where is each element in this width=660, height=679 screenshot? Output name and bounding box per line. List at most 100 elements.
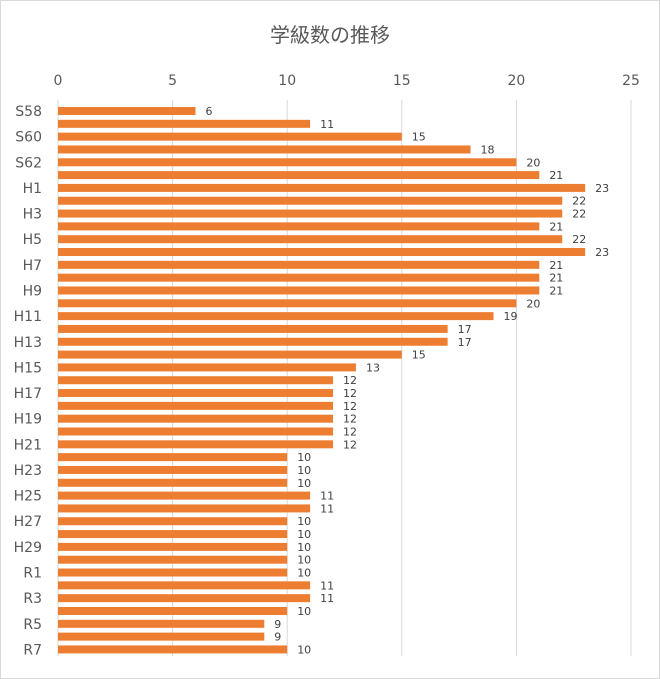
bar (58, 312, 494, 321)
x-tick-label: 20 (507, 73, 525, 89)
data-label: 18 (481, 143, 495, 156)
bar (58, 337, 448, 346)
data-label: 21 (549, 220, 563, 233)
x-tick-label: 25 (622, 73, 640, 89)
bar (58, 440, 334, 449)
data-label: 22 (572, 195, 586, 208)
category-label: H5 (23, 232, 42, 248)
data-label: 22 (572, 233, 586, 246)
bar (58, 248, 586, 257)
data-label: 10 (297, 605, 311, 618)
category-label: H1 (23, 181, 42, 197)
data-label: 22 (572, 208, 586, 221)
data-label: 10 (297, 541, 311, 554)
category-label: H19 (14, 412, 42, 428)
bar (58, 235, 563, 244)
data-label: 23 (595, 182, 609, 195)
bar (58, 209, 563, 218)
category-label: R7 (23, 642, 42, 658)
data-label: 10 (297, 528, 311, 541)
data-label: 11 (320, 118, 334, 131)
data-label: 11 (320, 579, 334, 592)
bar (58, 132, 402, 141)
bar (58, 542, 288, 551)
category-label: H21 (14, 437, 42, 453)
data-label: 10 (297, 464, 311, 477)
data-label: 12 (343, 387, 357, 400)
data-label: 12 (343, 400, 357, 413)
x-tick-label: 5 (168, 73, 177, 89)
bar (58, 504, 311, 513)
bar (58, 453, 288, 462)
bar (58, 158, 517, 167)
bar (58, 478, 288, 487)
x-tick-label: 15 (393, 73, 411, 89)
bar (58, 581, 311, 590)
category-label: H9 (23, 283, 42, 299)
category-label: H3 (23, 207, 42, 223)
data-label: 23 (595, 246, 609, 259)
data-label: 11 (320, 502, 334, 515)
bar (58, 645, 288, 654)
data-label: 10 (297, 643, 311, 656)
x-tick-label: 10 (278, 73, 296, 89)
bar (58, 324, 448, 333)
category-label: R5 (23, 617, 42, 633)
category-label: S60 (15, 130, 42, 146)
category-label: H17 (14, 386, 42, 402)
data-label: 10 (297, 567, 311, 580)
category-label: H25 (14, 489, 42, 505)
bar (58, 363, 356, 372)
data-label: 9 (274, 618, 281, 631)
bar (58, 389, 334, 398)
data-label: 20 (526, 156, 540, 169)
bar (58, 171, 540, 180)
data-label: 20 (526, 297, 540, 310)
bar (58, 427, 334, 436)
bar (58, 350, 402, 359)
bar (58, 260, 540, 269)
bar (58, 619, 265, 628)
bar (58, 107, 196, 115)
x-tick-label: 0 (54, 73, 63, 89)
data-label: 11 (320, 490, 334, 503)
data-label: 21 (549, 259, 563, 272)
data-label: 9 (274, 631, 281, 644)
bar (58, 376, 334, 385)
data-label: 21 (549, 272, 563, 285)
category-label: R1 (23, 566, 42, 582)
bar (58, 568, 288, 577)
category-label: H15 (14, 360, 42, 376)
bar (58, 465, 288, 474)
data-label: 12 (343, 438, 357, 451)
bar (58, 491, 311, 500)
data-label: 10 (297, 477, 311, 490)
data-label: 13 (366, 361, 380, 374)
bar (58, 414, 334, 423)
data-label: 15 (412, 131, 426, 144)
bar (58, 273, 540, 282)
category-label: H27 (14, 514, 42, 530)
bar (58, 183, 586, 192)
bar (58, 119, 311, 128)
bar (58, 632, 265, 641)
bar (58, 517, 288, 526)
bar (58, 555, 288, 564)
data-label: 11 (320, 592, 334, 605)
bar (58, 594, 311, 603)
chart-title: 学級数の推移 (270, 23, 390, 47)
data-label: 10 (297, 515, 311, 528)
category-label: H7 (23, 258, 42, 274)
bar (58, 286, 540, 295)
bar (58, 606, 288, 615)
data-label: 10 (297, 451, 311, 464)
data-label: 19 (503, 310, 517, 323)
bar (58, 299, 517, 308)
bar (58, 530, 288, 539)
category-label: H29 (14, 540, 42, 556)
bar (58, 222, 540, 231)
category-label: H13 (14, 335, 42, 351)
category-label: S62 (15, 155, 42, 171)
data-label: 21 (549, 169, 563, 182)
